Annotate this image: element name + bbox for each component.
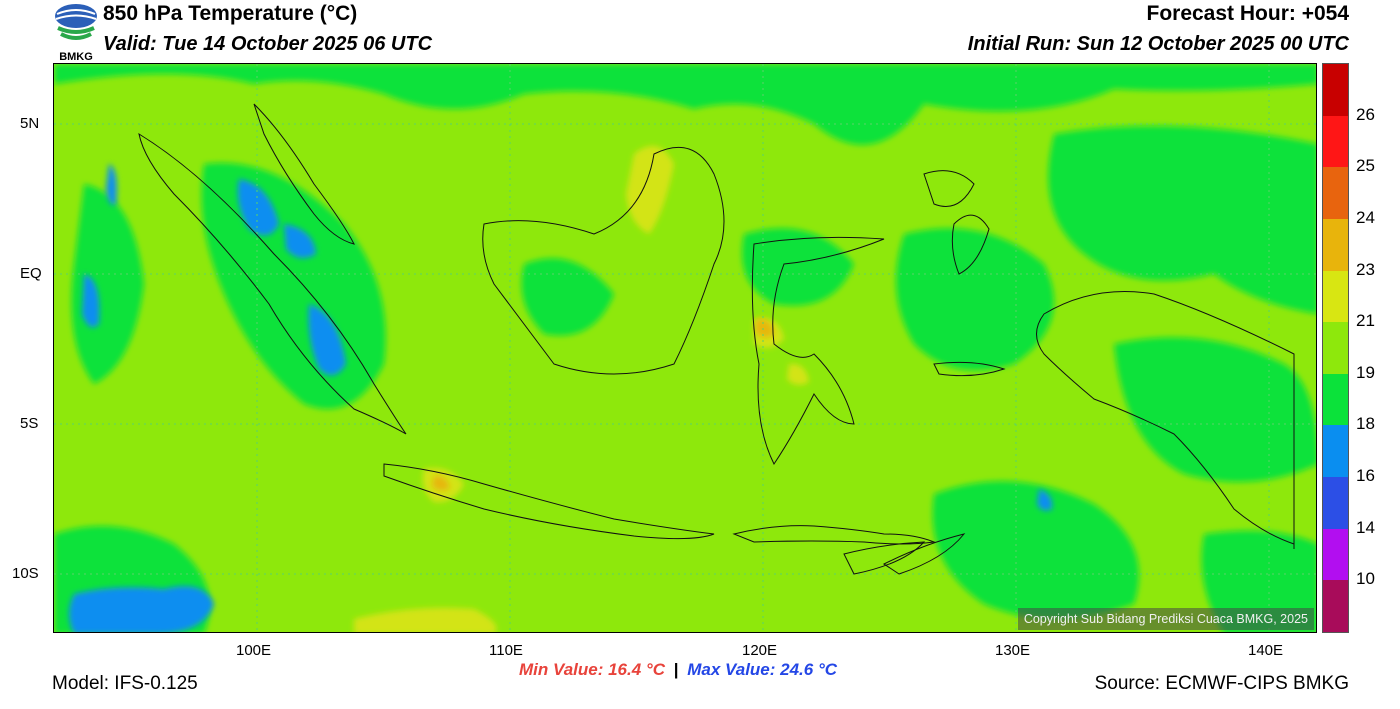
logo-text: BMKG [59, 51, 93, 63]
colorbar-segment [1323, 373, 1348, 426]
lon-tick-130e: 130E [995, 642, 1031, 659]
initial-run: Initial Run: Sun 12 October 2025 00 UTC [967, 33, 1349, 55]
graticule [54, 64, 1316, 632]
source-label: Source: ECMWF-CIPS BMKG [1094, 673, 1349, 694]
lon-tick-140e: 140E [1248, 642, 1284, 659]
model-label: Model: IFS-0.125 [52, 673, 198, 694]
colorbar-segment [1323, 115, 1348, 168]
min-value: Min Value: 16.4 °C [519, 660, 665, 679]
colorbar-segment [1323, 218, 1348, 271]
colorbar-label: 25 [1356, 156, 1375, 176]
lat-tick-5s: 5S [20, 415, 39, 432]
cold-spots [69, 164, 1053, 632]
colorbar-segment [1323, 425, 1348, 477]
bmkg-logo: BMKG [52, 2, 100, 63]
lat-tick-5n: 5N [20, 115, 40, 132]
colorbar-label: 16 [1356, 466, 1375, 486]
colorbar-segment [1323, 270, 1348, 323]
lat-tick-eq: EQ [20, 265, 42, 282]
colorbar-segment [1323, 477, 1348, 529]
colorbar-label: 26 [1356, 104, 1375, 124]
colorbar-label: 21 [1356, 311, 1375, 331]
lon-tick-100e: 100E [236, 642, 272, 659]
value-separator: | [673, 660, 679, 679]
forecast-hour: Forecast Hour: +054 [1146, 2, 1350, 25]
colorbar-segment [1323, 64, 1348, 116]
lat-tick-10s: 10S [12, 565, 39, 582]
temperature-field [54, 64, 1316, 632]
colorbar-label: 18 [1356, 414, 1375, 434]
colorbar [1322, 63, 1349, 633]
lon-tick-120e: 120E [742, 642, 778, 659]
valid-time: Valid: Tue 14 October 2025 06 UTC [103, 33, 433, 55]
min-max-values: Min Value: 16.4 °C | Max Value: 24.6 °C [519, 660, 837, 680]
max-value: Max Value: 24.6 °C [687, 660, 838, 679]
colorbar-segment [1323, 322, 1348, 374]
copyright-notice: Copyright Sub Bidang Prediksi Cuaca BMKG… [1017, 608, 1314, 630]
map-title: 850 hPa Temperature (°C) [103, 2, 358, 25]
colorbar-segment [1323, 580, 1348, 632]
colorbar-label: 23 [1356, 259, 1375, 279]
colorbar-segment [1323, 167, 1348, 219]
colorbar-label: 14 [1356, 517, 1375, 537]
temperature-map[interactable]: Copyright Sub Bidang Prediksi Cuaca BMKG… [53, 63, 1317, 633]
colorbar-segment [1323, 528, 1348, 581]
colorbar-label: 19 [1356, 362, 1375, 382]
lon-tick-110e: 110E [489, 642, 523, 659]
bmkg-logo-icon [55, 4, 97, 40]
coastlines [138, 103, 1295, 575]
hot-spots [432, 318, 774, 491]
colorbar-label: 24 [1356, 207, 1375, 227]
warm-spots [354, 146, 809, 632]
colorbar-label: 10 [1356, 569, 1375, 589]
